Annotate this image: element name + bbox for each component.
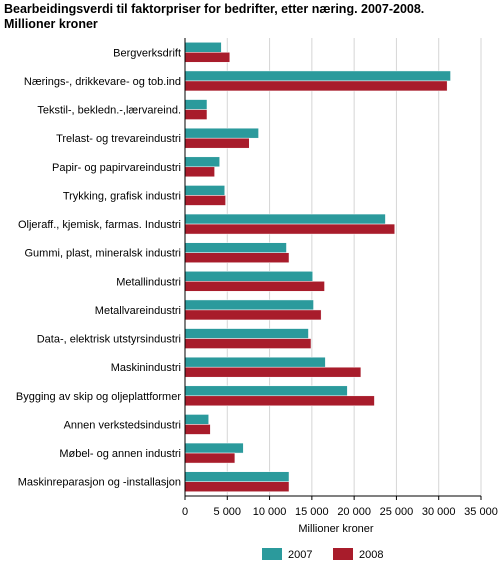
x-tick-label: 20 000	[337, 506, 371, 518]
x-axis-title: Millioner kroner	[298, 523, 374, 535]
bar-2008	[184, 395, 375, 407]
bar-2008	[184, 80, 448, 92]
category-label: Oljeraff., kjemisk, farmas. Industri	[18, 219, 181, 231]
category-label: Møbel- og annen industri	[59, 448, 181, 460]
x-tick-label: 15 000	[295, 506, 329, 518]
category-label: Maskinreparasjon og -installasjon	[18, 477, 181, 489]
bar-2008	[184, 52, 231, 63]
bar-2008	[184, 452, 236, 464]
bar-2008	[184, 252, 290, 263]
category-label: Metallindustri	[116, 276, 181, 288]
bar-2007	[184, 99, 208, 110]
chart-title-line-2: Millioner kroner	[4, 17, 98, 31]
bar-2007	[184, 471, 290, 482]
category-label: Data-, elektrisk utstyrsindustri	[37, 334, 181, 346]
bar-2007	[184, 271, 313, 282]
bar-2007	[184, 242, 287, 253]
bar-2007	[184, 414, 209, 425]
bar-2008	[184, 338, 312, 349]
category-label: Nærings-, drikkevare- og tob.ind	[24, 76, 181, 88]
bar-2007	[184, 42, 222, 53]
bar-2007	[184, 442, 244, 454]
category-label: Trykking, grafisk industri	[63, 190, 181, 202]
bar-2007	[184, 385, 348, 397]
bar-2007	[184, 328, 309, 339]
category-label: Trelast- og trevareindustri	[56, 133, 181, 145]
category-label: Papir- og papirvareindustri	[52, 162, 181, 174]
x-tick-label: 5 000	[214, 506, 242, 518]
bar-2008	[184, 309, 322, 321]
bar-2007	[184, 127, 259, 139]
x-tick-label: 10 000	[253, 506, 287, 518]
chart-title-line-1: Bearbeidingsverdi til faktorpriser for b…	[4, 2, 425, 16]
x-tick-label: 30 000	[422, 506, 456, 518]
category-label: Bergverksdrift	[113, 47, 181, 59]
bar-2008	[184, 424, 211, 435]
bar-2008	[184, 137, 250, 149]
bar-2008	[184, 223, 395, 235]
legend-swatch-2007	[262, 548, 282, 560]
x-tick-label: 0	[182, 506, 188, 518]
category-label: Maskinindustri	[111, 362, 181, 374]
bar-2008	[184, 109, 208, 120]
bar-2007	[184, 70, 451, 82]
legend-label-2008: 2008	[359, 549, 383, 561]
chart-title: Bearbeidingsverdi til faktorpriser for b…	[4, 2, 499, 32]
category-label: Gummi, plast, mineralsk industri	[25, 248, 182, 260]
legend-swatch-2008	[333, 548, 353, 560]
bar-2008	[184, 481, 290, 492]
bar-2008	[184, 281, 325, 292]
bar-2007	[184, 185, 225, 196]
bar-2007	[184, 299, 314, 311]
x-tick-label: 25 000	[380, 506, 414, 518]
bar-2008	[184, 366, 362, 378]
category-label: Bygging av skip og oljeplattformer	[16, 391, 181, 403]
category-label: Annen verkstedsindustri	[64, 419, 181, 431]
bar-2007	[184, 156, 220, 168]
bar-2008	[184, 166, 215, 178]
x-tick-label: 35 000	[464, 506, 498, 518]
bar-2007	[184, 356, 326, 368]
legend-label-2007: 2007	[288, 549, 312, 561]
bar-2008	[184, 195, 226, 206]
category-label: Metallvareindustri	[95, 305, 181, 317]
category-label: Tekstil-, bekledn.-,lærvareind.	[37, 105, 181, 117]
bar-2007	[184, 213, 386, 225]
